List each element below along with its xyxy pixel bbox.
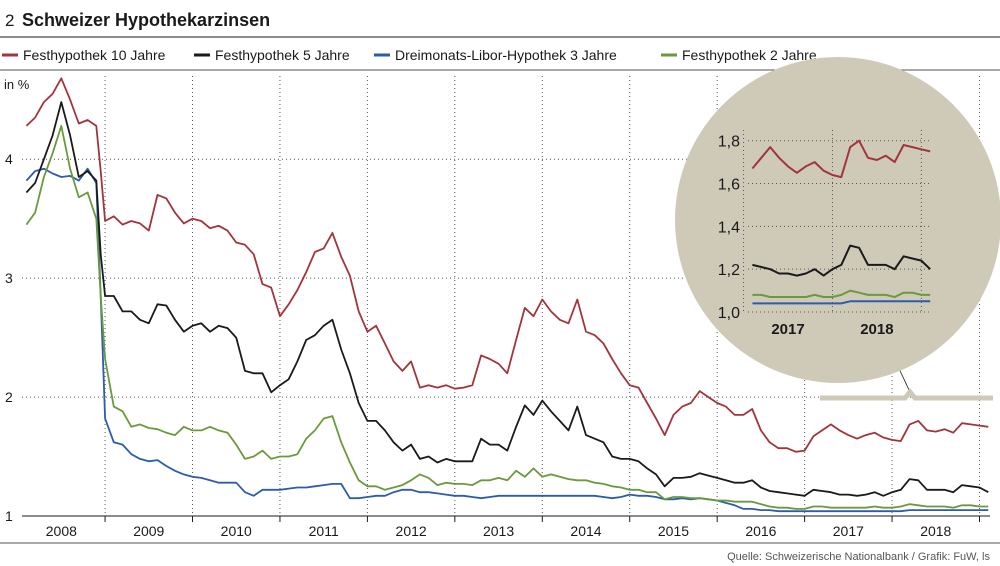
inset-y-tick-label: 1,8 [718,134,740,151]
inset-x-tick-label: 2018 [860,321,893,338]
legend-item-5y: Festhypothek 5 Jahre [194,47,350,63]
legend-item-libor: Dreimonats-Libor-Hypothek 3 Jahre [374,47,617,63]
inset-series-line-5y [752,244,931,277]
inset-y-tick-label: 1,0 [718,305,740,322]
y-axis-unit: in % [4,77,30,92]
x-tick-label: 2017 [833,523,864,539]
inset-series-layer [751,139,931,305]
legend-label-2y: Festhypothek 2 Jahre [682,47,817,63]
inset-x-tick-label: 2017 [771,321,804,338]
x-tick-label: 2008 [46,523,77,539]
inset-y-tick-label: 1,4 [718,219,740,236]
inset-y-tick-label: 1,6 [718,177,740,194]
y-tick-label: 2 [5,389,13,405]
legend-item-10y: Festhypothek 10 Jahre [2,47,166,63]
x-tick-label: 2013 [483,523,514,539]
x-tick-label: 2015 [658,523,689,539]
figure-number: 2 [5,11,14,30]
x-tick-label: 2010 [221,523,252,539]
x-tick-label: 2011 [309,523,339,539]
y-tick-label: 3 [5,270,13,286]
inset-y-axis-ticks: 1,0 1,2 1,4 1,6 1,8 [718,134,740,322]
inset-series-line-libor [752,300,931,305]
legend-label-10y: Festhypothek 10 Jahre [23,47,166,63]
y-axis-ticks: 1 2 3 4 [5,151,13,524]
x-tick-label: 2009 [133,523,164,539]
y-tick-label: 1 [5,508,13,524]
series-line-10y [25,77,989,453]
legend-item-2y: Festhypothek 2 Jahre [661,47,817,63]
x-axis-ticks: 2008 2009 2010 2011 2012 2013 2014 2015 2016 2017… [46,516,981,539]
zoom-range-bar [820,388,993,401]
legend-label-libor: Dreimonats-Libor-Hypothek 3 Jahre [395,47,617,63]
inset-y-tick-label: 1,2 [718,262,740,279]
inset-x-axis-ticks: 2017 2018 [771,321,893,338]
series-line-libor [25,167,989,513]
chart-title: Schweizer Hypothekarzinsen [22,10,270,30]
x-tick-label: 2016 [745,523,776,539]
inset-series-line-2y [752,289,931,298]
series-line-2y [25,125,989,510]
x-tick-label: 2018 [920,523,951,539]
source-note: Quelle: Schweizerische Nationalbank / Gr… [727,551,990,563]
inset-zoom: 1,0 1,2 1,4 1,6 1,8 2017 2018 [675,57,1000,383]
inset-series-line-10y [751,139,931,179]
legend-label-5y: Festhypothek 5 Jahre [215,47,350,63]
legend: Festhypothek 10 Jahre Festhypothek 5 Jah… [2,47,817,63]
y-tick-label: 4 [5,151,13,167]
x-tick-label: 2012 [396,523,427,539]
series-line-5y [25,101,989,497]
main-series-layer [25,77,989,513]
x-tick-label: 2014 [570,523,601,539]
inset-grid [743,130,932,313]
